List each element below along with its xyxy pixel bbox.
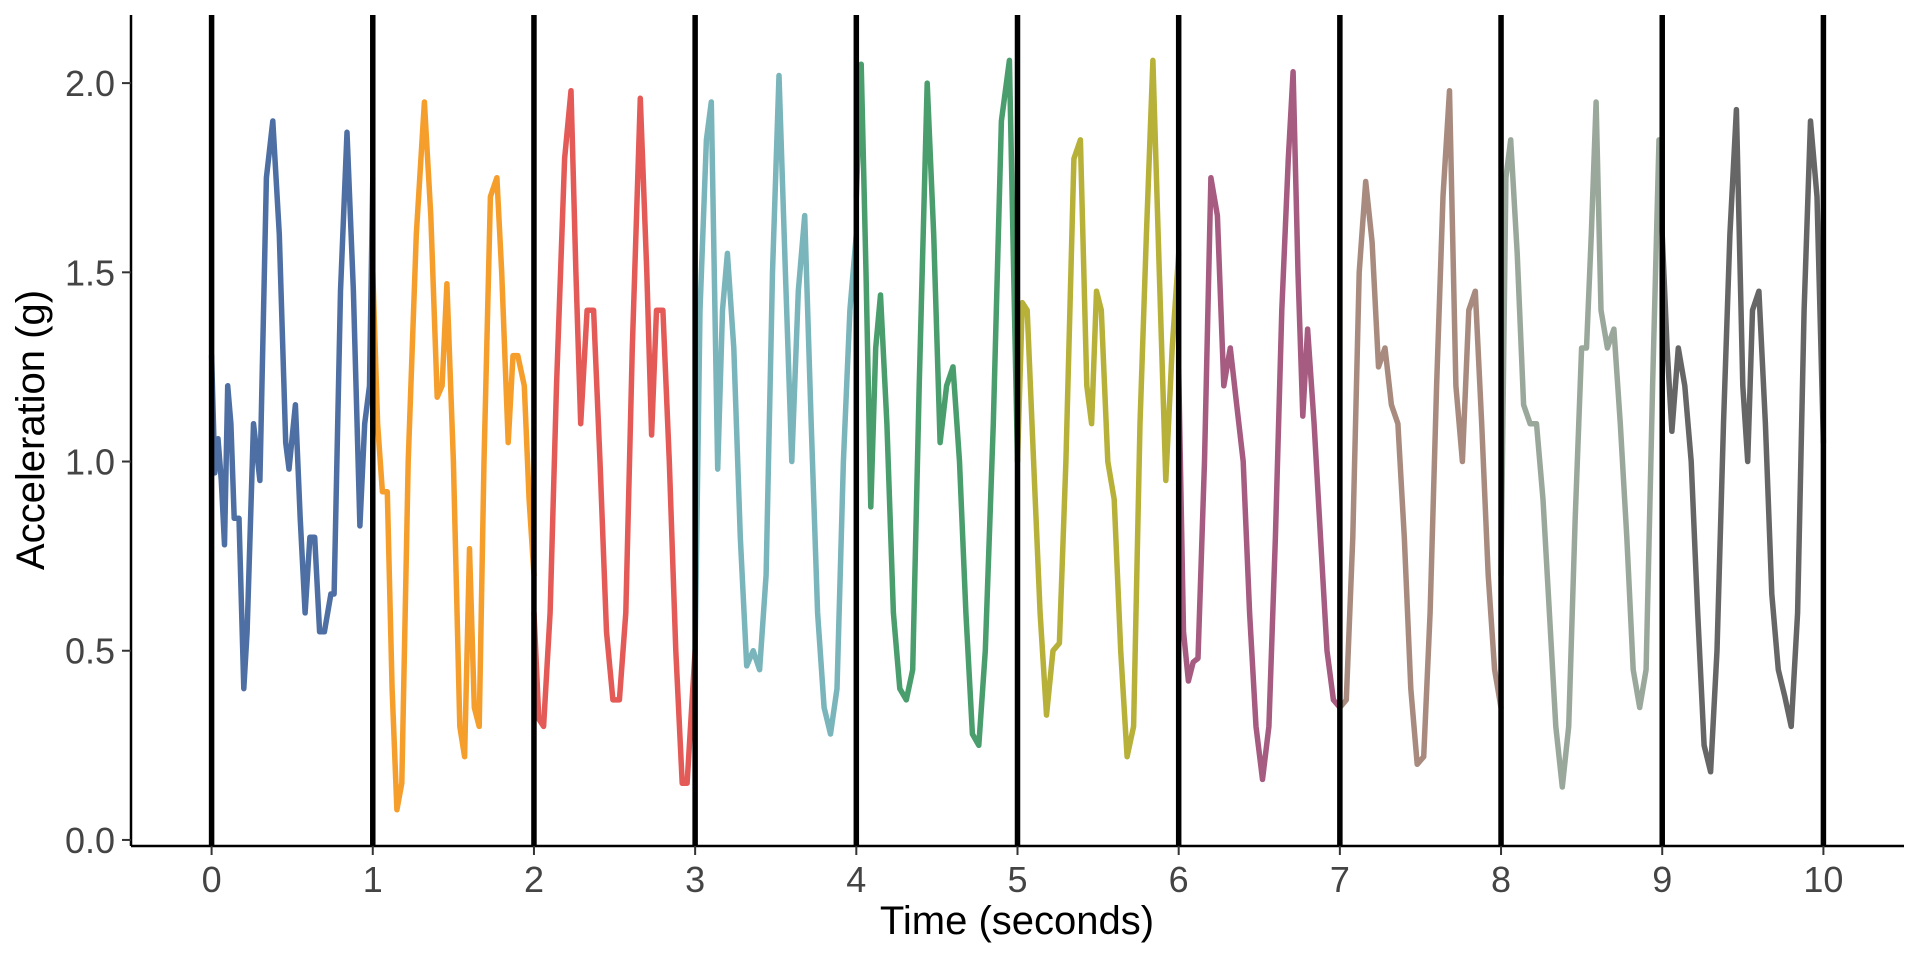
x-tick-label: 4 bbox=[846, 859, 866, 900]
data-line bbox=[208, 118, 376, 692]
x-tick-label: 8 bbox=[1491, 859, 1511, 900]
x-tick-label: 10 bbox=[1803, 859, 1843, 900]
x-tick-label: 9 bbox=[1652, 859, 1672, 900]
data-line bbox=[1337, 87, 1504, 768]
y-tick-label: 2.0 bbox=[65, 63, 115, 104]
data-line bbox=[531, 87, 698, 786]
data-line bbox=[1014, 57, 1182, 760]
data-line bbox=[853, 57, 1021, 749]
x-tick-label: 0 bbox=[202, 859, 222, 900]
data-line bbox=[1175, 69, 1343, 783]
x-tick-label: 2 bbox=[524, 859, 544, 900]
data-line bbox=[1498, 99, 1665, 790]
data-line bbox=[692, 72, 860, 737]
x-tick-label: 6 bbox=[1169, 859, 1189, 900]
x-tick-label: 7 bbox=[1330, 859, 1350, 900]
y-tick-label: 0.5 bbox=[65, 631, 115, 672]
data-line bbox=[1659, 106, 1827, 775]
y-tick-label: 1.0 bbox=[65, 442, 115, 483]
y-axis-title: Acceleration (g) bbox=[9, 290, 53, 570]
y-tick-label: 1.5 bbox=[65, 252, 115, 293]
x-tick-label: 5 bbox=[1007, 859, 1027, 900]
data-line bbox=[370, 99, 537, 813]
x-axis-title: Time (seconds) bbox=[880, 899, 1154, 943]
x-tick-label: 3 bbox=[685, 859, 705, 900]
y-tick-label: 0.0 bbox=[65, 820, 115, 861]
x-tick-label: 1 bbox=[363, 859, 383, 900]
